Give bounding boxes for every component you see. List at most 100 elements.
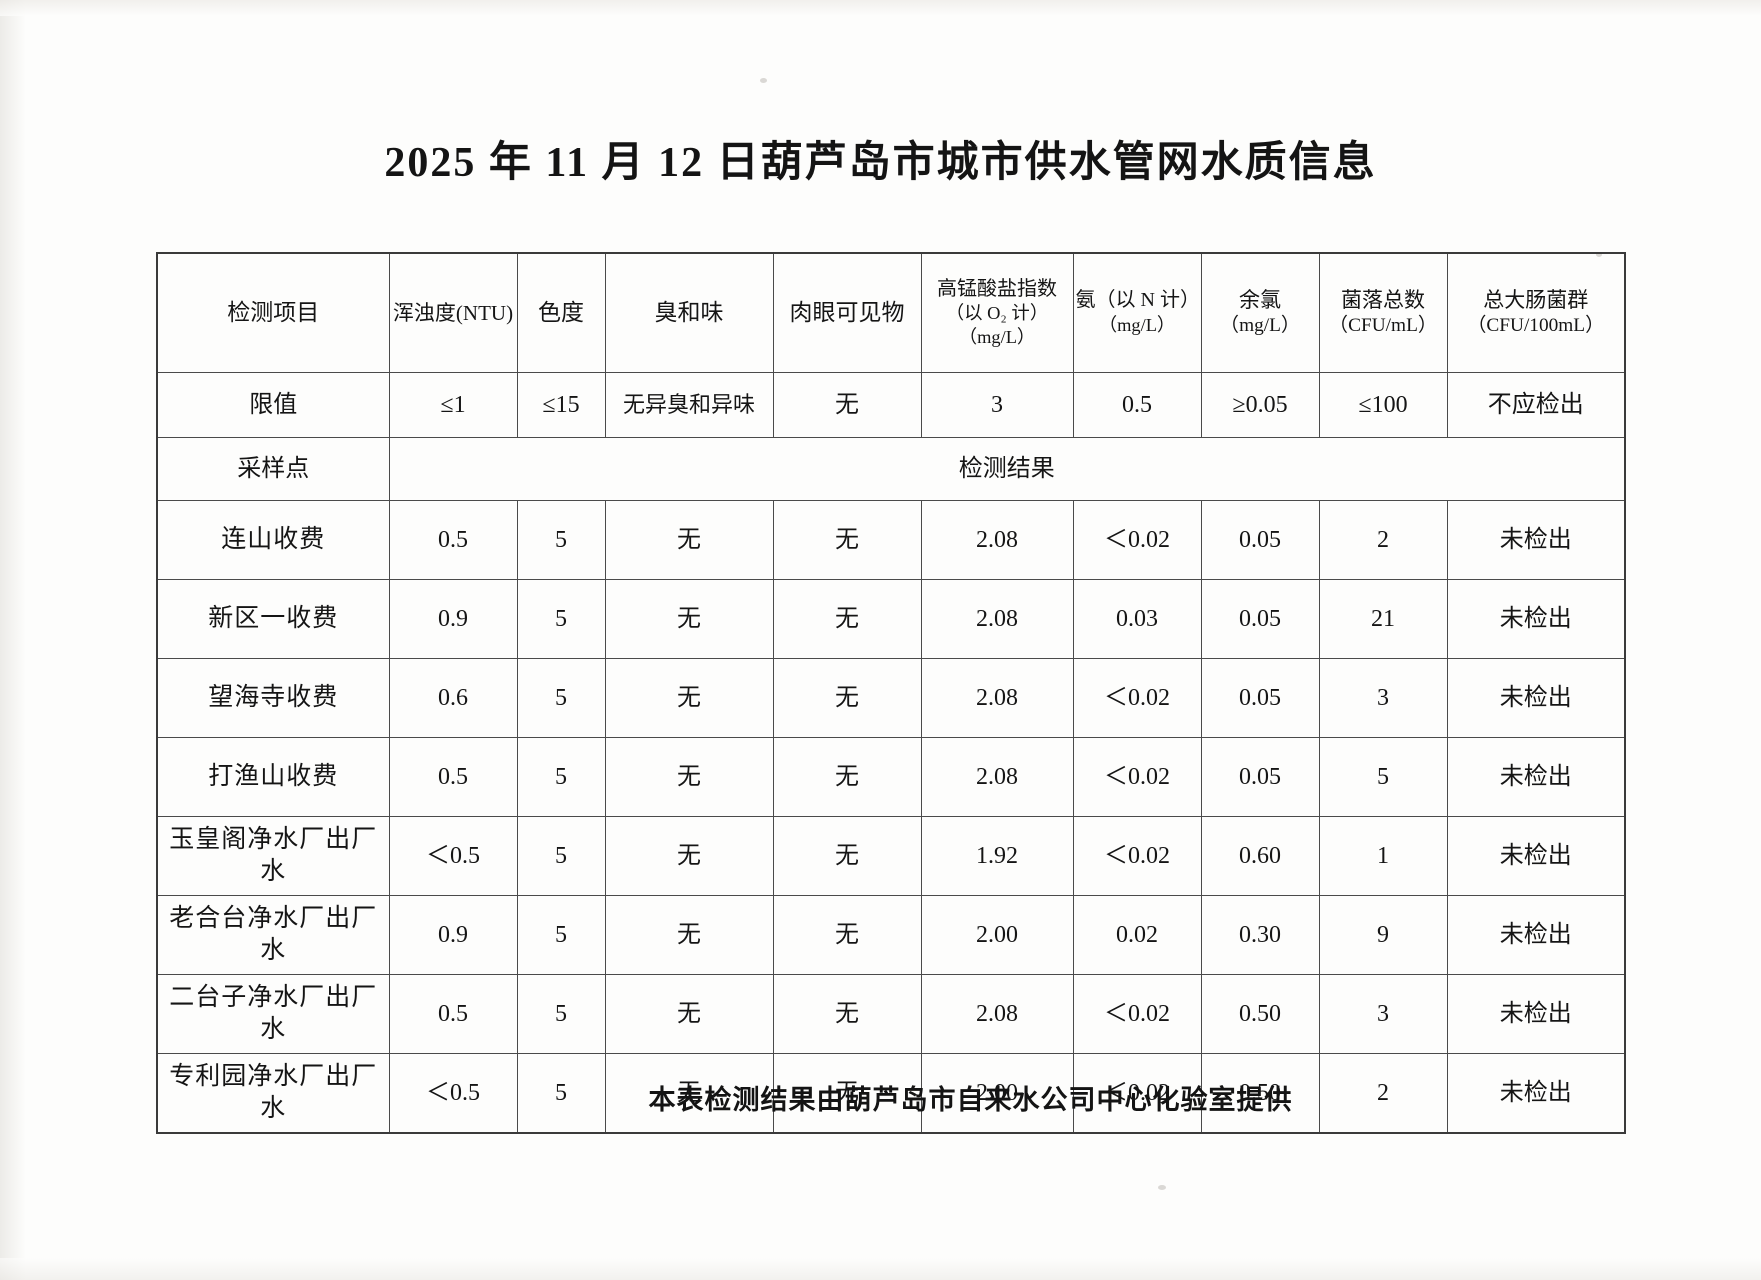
cell-odor-taste: 无 <box>604 895 774 975</box>
cell-turbidity: ＜0.5 <box>388 1053 518 1134</box>
site-name: 老合台净水厂出厂水 <box>156 895 390 975</box>
cell-visible-matter: 无 <box>772 816 922 896</box>
header-cell-turbidity: 浑浊度(NTU) <box>388 252 518 373</box>
cell-permanganate: 2.08 <box>920 579 1074 659</box>
limit-value-colony-count: ≤100 <box>1318 372 1448 438</box>
cell-turbidity: 0.5 <box>388 737 518 817</box>
header-cell-colony-count: 菌落总数 （CFU/mL） <box>1318 252 1448 373</box>
site-name: 新区一收费 <box>156 579 390 659</box>
cell-permanganate: 2.00 <box>920 895 1074 975</box>
limit-row: 限值 ≤1 ≤15 无异臭和异味 无 3 0.5 ≥0.05 ≤100 不应检出 <box>156 372 1626 438</box>
site-name: 玉皇阁净水厂出厂水 <box>156 816 390 896</box>
scan-edge-left <box>0 0 26 1280</box>
header-total-coliform-label: 总大肠菌群 <box>1483 288 1589 313</box>
header-cell-item: 检测项目 <box>156 252 390 373</box>
cell-permanganate: 2.00 <box>920 1053 1074 1134</box>
limit-row-label: 限值 <box>156 372 390 438</box>
cell-visible-matter: 无 <box>772 1053 922 1134</box>
cell-odor-taste: 无 <box>604 737 774 817</box>
cell-chromaticity: 5 <box>516 895 606 975</box>
cell-permanganate: 2.08 <box>920 974 1074 1054</box>
cell-visible-matter: 无 <box>772 658 922 738</box>
cell-residual-chlorine: 0.50 <box>1200 1053 1320 1134</box>
scan-edge-bottom <box>0 1258 1761 1280</box>
cell-ammonia: 0.03 <box>1072 579 1202 659</box>
limit-value-chromaticity: ≤15 <box>516 372 606 438</box>
header-residual-chlorine-label: 余氯 <box>1239 288 1281 313</box>
cell-residual-chlorine: 0.60 <box>1200 816 1320 896</box>
cell-ammonia: ＜0.02 <box>1072 1053 1202 1134</box>
cell-total-coliform: 未检出 <box>1446 816 1626 896</box>
cell-odor-taste: 无 <box>604 974 774 1054</box>
site-name: 专利园净水厂出厂水 <box>156 1053 390 1134</box>
scan-edge-top <box>0 0 1761 16</box>
table-row: 打渔山收费 0.5 5 无 无 2.08 ＜0.02 0.05 5 未检出 <box>156 737 1626 817</box>
cell-odor-taste: 无 <box>604 579 774 659</box>
table-row: 玉皇阁净水厂出厂水 ＜0.5 5 无 无 1.92 ＜0.02 0.60 1 未… <box>156 816 1626 896</box>
cell-chromaticity: 5 <box>516 579 606 659</box>
header-cell-chromaticity: 色度 <box>516 252 606 373</box>
cell-total-coliform: 未检出 <box>1446 1053 1626 1134</box>
cell-total-coliform: 未检出 <box>1446 500 1626 580</box>
table-row: 望海寺收费 0.6 5 无 无 2.08 ＜0.02 0.05 3 未检出 <box>156 658 1626 738</box>
cell-colony-count: 5 <box>1318 737 1448 817</box>
table-row: 连山收费 0.5 5 无 无 2.08 ＜0.02 0.05 2 未检出 <box>156 500 1626 580</box>
limit-value-odor-taste: 无异臭和异味 <box>604 372 774 438</box>
cell-chromaticity: 5 <box>516 816 606 896</box>
cell-visible-matter: 无 <box>772 500 922 580</box>
cell-odor-taste: 无 <box>604 816 774 896</box>
cell-colony-count: 1 <box>1318 816 1448 896</box>
cell-total-coliform: 未检出 <box>1446 895 1626 975</box>
header-cell-permanganate-index: 高锰酸盐指数 （以 O₂ 计） （mg/L） <box>920 252 1074 373</box>
cell-colony-count: 3 <box>1318 658 1448 738</box>
section-row-result-label: 检测结果 <box>388 437 1626 501</box>
cell-total-coliform: 未检出 <box>1446 579 1626 659</box>
header-ammonia-unit: （mg/L） <box>1098 315 1176 336</box>
table-row: 新区一收费 0.9 5 无 无 2.08 0.03 0.05 21 未检出 <box>156 579 1626 659</box>
cell-total-coliform: 未检出 <box>1446 974 1626 1054</box>
cell-visible-matter: 无 <box>772 895 922 975</box>
table-header-row: 检测项目 浑浊度(NTU) 色度 臭和味 肉眼可见物 高锰酸盐指数 <box>156 252 1626 373</box>
header-permanganate-label: 高锰酸盐指数 <box>937 277 1057 300</box>
scan-speck <box>760 78 767 83</box>
cell-permanganate: 2.08 <box>920 500 1074 580</box>
cell-ammonia: ＜0.02 <box>1072 658 1202 738</box>
cell-permanganate: 2.08 <box>920 737 1074 817</box>
footnote: 本表检测结果由葫芦岛市自来水公司中心化验室提供 <box>648 1085 1293 1115</box>
water-quality-table: 检测项目 浑浊度(NTU) 色度 臭和味 肉眼可见物 高锰酸盐指数 <box>156 252 1626 1134</box>
cell-odor-taste: 无 <box>604 658 774 738</box>
header-odor-taste-label: 臭和味 <box>654 300 724 326</box>
cell-chromaticity: 5 <box>516 974 606 1054</box>
header-total-coliform-unit: （CFU/100mL） <box>1467 315 1605 337</box>
page-title: 2025 年 11 月 12 日葫芦岛市城市供水管网水质信息 <box>384 140 1377 186</box>
header-permanganate-unit: （mg/L） <box>958 326 1036 347</box>
cell-turbidity: 0.9 <box>388 895 518 975</box>
limit-value-total-coliform: 不应检出 <box>1446 372 1626 438</box>
cell-ammonia: ＜0.02 <box>1072 737 1202 817</box>
cell-colony-count: 9 <box>1318 895 1448 975</box>
cell-residual-chlorine: 0.05 <box>1200 737 1320 817</box>
header-visible-matter-label: 肉眼可见物 <box>789 300 905 326</box>
cell-visible-matter: 无 <box>772 737 922 817</box>
cell-chromaticity: 5 <box>516 737 606 817</box>
cell-turbidity: 0.9 <box>388 579 518 659</box>
cell-total-coliform: 未检出 <box>1446 658 1626 738</box>
cell-residual-chlorine: 0.30 <box>1200 895 1320 975</box>
section-row-label: 采样点 <box>156 437 390 501</box>
cell-odor-taste: 无 <box>604 500 774 580</box>
header-chromaticity-label: 色度 <box>538 300 584 326</box>
header-cell-ammonia: 氨（以 N 计） （mg/L） <box>1072 252 1202 373</box>
cell-total-coliform: 未检出 <box>1446 737 1626 817</box>
cell-permanganate: 1.92 <box>920 816 1074 896</box>
cell-visible-matter: 无 <box>772 579 922 659</box>
cell-chromaticity: 5 <box>516 1053 606 1134</box>
cell-residual-chlorine: 0.05 <box>1200 579 1320 659</box>
limit-value-turbidity: ≤1 <box>388 372 518 438</box>
cell-visible-matter: 无 <box>772 974 922 1054</box>
site-name: 连山收费 <box>156 500 390 580</box>
cell-ammonia: ＜0.02 <box>1072 500 1202 580</box>
header-residual-chlorine-unit: （mg/L） <box>1219 315 1301 337</box>
header-ammonia-label: 氨（以 N 计） <box>1075 289 1200 312</box>
cell-colony-count: 2 <box>1318 500 1448 580</box>
